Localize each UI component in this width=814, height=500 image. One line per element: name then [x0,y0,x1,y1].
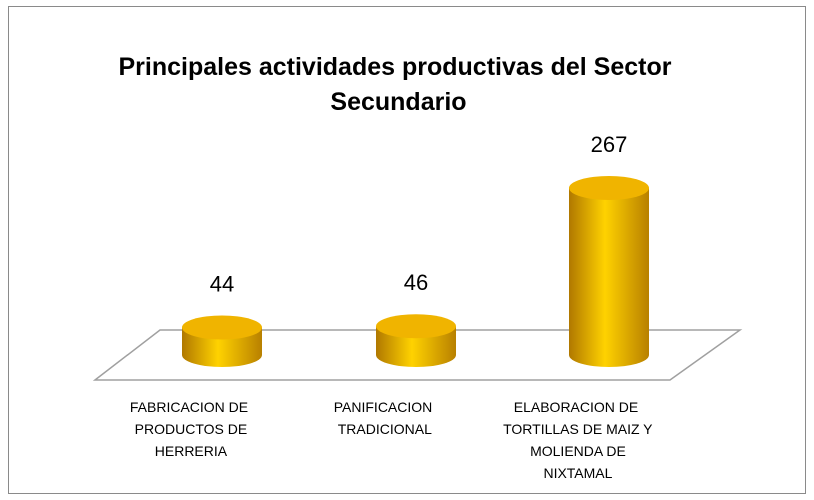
chart-frame [8,6,806,494]
bar-top [569,176,649,200]
x-tick-label: ELABORACION DE TORTILLAS DE MAIZ Y MOLIE… [499,399,653,481]
value-label: 44 [210,271,234,296]
value-label: 46 [404,270,428,295]
x-tick-label: FABRICACION DE PRODUCTOS DE HERRERIA [130,399,248,459]
value-label: 267 [591,132,628,157]
bar-top [182,315,262,340]
x-tick-label: PANIFICACION TRADICIONAL [334,399,433,437]
chart-title: Principales actividades productivas del … [119,53,672,116]
bar [569,188,649,367]
bar-top [376,314,456,339]
